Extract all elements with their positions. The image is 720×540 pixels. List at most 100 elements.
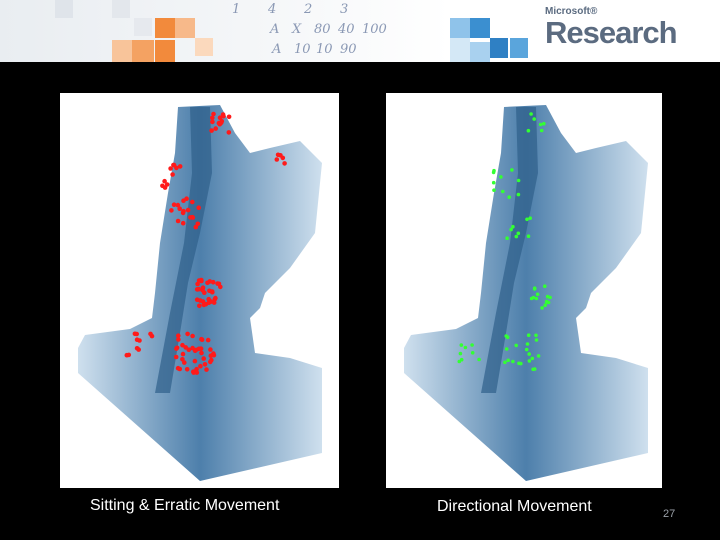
directional-marker xyxy=(458,351,463,356)
whiteboard-note: A xyxy=(272,42,282,57)
sitting-marker xyxy=(168,166,173,171)
directional-marker xyxy=(543,284,547,288)
sitting-marker xyxy=(196,346,202,352)
sitting-marker xyxy=(202,362,208,367)
whiteboard-note: 3 xyxy=(340,2,349,17)
blue-square xyxy=(510,38,528,58)
directional-marker xyxy=(536,354,541,358)
directional-marker xyxy=(526,333,531,337)
sitting-marker xyxy=(181,208,186,214)
sitting-marker xyxy=(206,296,211,302)
sitting-marker xyxy=(282,161,287,166)
sitting-marker xyxy=(134,331,139,337)
sitting-marker xyxy=(192,358,198,364)
directional-marker xyxy=(544,300,549,304)
directional-marker xyxy=(514,343,518,348)
sitting-marker xyxy=(176,337,181,342)
sitting-marker xyxy=(204,367,209,372)
deep-channel xyxy=(481,107,538,393)
directional-marker xyxy=(492,168,496,173)
sitting-marker xyxy=(134,337,140,342)
right-map xyxy=(404,105,648,481)
directional-marker xyxy=(517,361,521,366)
whiteboard-note: 4 xyxy=(268,2,277,17)
sitting-marker xyxy=(202,290,207,295)
sea-area xyxy=(404,105,648,481)
directional-marker xyxy=(491,180,496,185)
sitting-marker xyxy=(164,182,170,187)
directional-marker xyxy=(499,175,503,179)
directional-marker xyxy=(511,224,515,229)
whiteboard-note: 10 xyxy=(316,42,333,57)
sitting-marker xyxy=(203,301,209,307)
sitting-marker xyxy=(195,281,200,287)
sitting-marker xyxy=(210,115,215,121)
directional-marker xyxy=(506,358,510,363)
directional-marker xyxy=(540,306,544,310)
deep-channel xyxy=(155,107,212,393)
sitting-marker xyxy=(191,370,196,375)
sitting-marker xyxy=(126,352,132,358)
sitting-marker xyxy=(182,360,187,365)
blue-square xyxy=(450,18,470,38)
whiteboard-note: A xyxy=(270,22,280,37)
sitting-marker xyxy=(213,126,218,131)
directional-marker xyxy=(503,360,507,365)
caption-directional: Directional Movement xyxy=(437,498,592,515)
sitting-marker xyxy=(215,281,220,286)
sitting-marker xyxy=(210,119,215,125)
sitting-marker xyxy=(180,220,186,226)
sitting-marker xyxy=(174,346,179,351)
directional-marker xyxy=(529,112,533,116)
directional-marker xyxy=(534,333,538,338)
sitting-marker xyxy=(190,214,195,220)
directional-markers xyxy=(457,112,552,372)
directional-marker xyxy=(509,227,513,232)
directional-marker xyxy=(501,189,505,194)
directional-marker xyxy=(514,234,519,239)
directional-marker xyxy=(527,352,531,356)
sitting-marker xyxy=(201,356,206,361)
sitting-marker xyxy=(184,196,189,201)
directional-marker xyxy=(470,343,474,347)
blue-square xyxy=(450,38,470,62)
sitting-marker xyxy=(275,152,281,158)
directional-marker xyxy=(534,296,539,301)
sitting-marker xyxy=(177,366,183,372)
whiteboard-note: 10 xyxy=(294,42,311,57)
orange-square xyxy=(112,40,132,62)
sitting-marker xyxy=(185,207,191,213)
sitting-marker xyxy=(221,113,226,119)
whiteboard-note: 40 xyxy=(338,22,355,37)
directional-marker xyxy=(457,359,462,364)
sitting-marker xyxy=(190,199,195,205)
whiteboard-note: X xyxy=(292,22,302,37)
directional-marker xyxy=(532,287,537,291)
left-map-panel xyxy=(60,93,339,488)
logo-microsoft: Microsoft® xyxy=(545,6,598,17)
sitting-marker xyxy=(213,295,218,301)
whiteboard-note: 2 xyxy=(304,2,313,17)
sitting-marker xyxy=(177,164,183,169)
blue-square xyxy=(470,42,490,62)
sitting-marker xyxy=(136,347,141,352)
sea-area xyxy=(78,105,322,481)
caption-sitting-erratic: Sitting & Erratic Movement xyxy=(90,497,280,514)
sitting-marker xyxy=(208,347,213,352)
right-map-panel xyxy=(386,93,662,488)
sitting-marker xyxy=(180,351,186,357)
sitting-marker xyxy=(175,218,181,224)
sitting-marker xyxy=(194,366,199,372)
orange-square xyxy=(195,38,213,56)
directional-marker xyxy=(531,367,535,372)
sitting-marker xyxy=(207,288,212,294)
directional-marker xyxy=(470,351,475,355)
directional-marker xyxy=(511,359,515,364)
sitting-marker xyxy=(205,280,210,286)
decor-square xyxy=(112,0,130,18)
directional-marker xyxy=(477,357,481,362)
left-map xyxy=(78,105,322,481)
directional-marker xyxy=(504,334,508,338)
sitting-marker xyxy=(184,367,190,372)
directional-marker xyxy=(532,117,536,121)
